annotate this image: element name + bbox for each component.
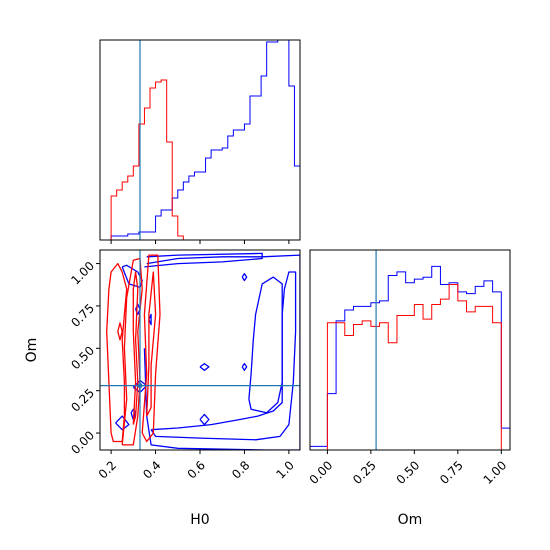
h0-om-contour-xtick-label: 0.8 [229, 458, 252, 481]
blue-contour-line [143, 254, 300, 450]
h0-hist-frame [99, 39, 301, 241]
blue-contour-line [144, 252, 263, 268]
om-hist-xtick-label: 0.75 [437, 458, 466, 487]
om-hist-xtick-label: 0.50 [394, 458, 423, 487]
h0-om-contour-ytick-label: 0.00 [68, 428, 97, 457]
h0-om-contour-ytick-label: 0.25 [68, 386, 97, 415]
blue-contour-line [199, 362, 210, 371]
blue-contour-line [248, 276, 283, 414]
red-contour-line [106, 262, 128, 443]
om-hist-xtick-label: 0.00 [307, 458, 336, 487]
om-hist-xtick-label: 0.25 [350, 458, 379, 487]
h0-om-contour-panel: 0.2 0.4 0.6 0.8 1.0 0.00 0.25 0.50 0.75 1.00 H0 Om [24, 249, 301, 528]
om-hist-xlabel: Om [398, 512, 423, 528]
blue-contour-line [199, 413, 210, 426]
om-hist-frame [309, 249, 511, 451]
red-contour-line [132, 271, 139, 425]
om-hist-blue-histogram-line [310, 265, 510, 450]
red-contour-line [141, 254, 161, 443]
h0-om-contour-plot-area [100, 250, 300, 450]
h0-hist-blue-histogram-line [100, 40, 300, 240]
h0-histogram-panel [99, 39, 301, 244]
om-hist-plot-area [310, 250, 510, 450]
h0-om-contour-xtick-label: 0.2 [96, 458, 119, 481]
om-hist-xtick-label: 1.00 [481, 458, 510, 487]
h0-axis-label: H0 [190, 512, 209, 528]
h0-om-contour-xtick-label: 0.6 [185, 458, 208, 481]
om-histogram-panel: 0.00 0.25 0.50 0.75 1.00 Om [307, 249, 511, 528]
h0-hist-plot-area [100, 40, 300, 240]
red-contour-line [146, 271, 157, 417]
blue-contour-line [148, 313, 152, 326]
om-axis-label: Om [24, 338, 40, 363]
h0-om-contour-ytick-label: 0.75 [68, 301, 97, 330]
h0-om-contour-xtick-label: 1.0 [274, 458, 297, 481]
blue-contour-line [150, 271, 297, 441]
h0-om-contour-ytick-label: 0.50 [68, 343, 97, 372]
red-contour-line [117, 322, 123, 341]
truth-point [137, 383, 143, 389]
blue-contour-line [115, 415, 130, 431]
blue-contour-line [241, 273, 248, 282]
h0-hist-red-histogram-line [100, 79, 300, 240]
blue-contour-line [241, 362, 248, 371]
red-contour-line [121, 257, 143, 446]
h0-om-contour-ytick-label: 1.00 [68, 259, 97, 288]
h0-om-contour-xtick-label: 0.4 [140, 458, 163, 481]
om-hist-red-histogram-line [310, 284, 510, 450]
